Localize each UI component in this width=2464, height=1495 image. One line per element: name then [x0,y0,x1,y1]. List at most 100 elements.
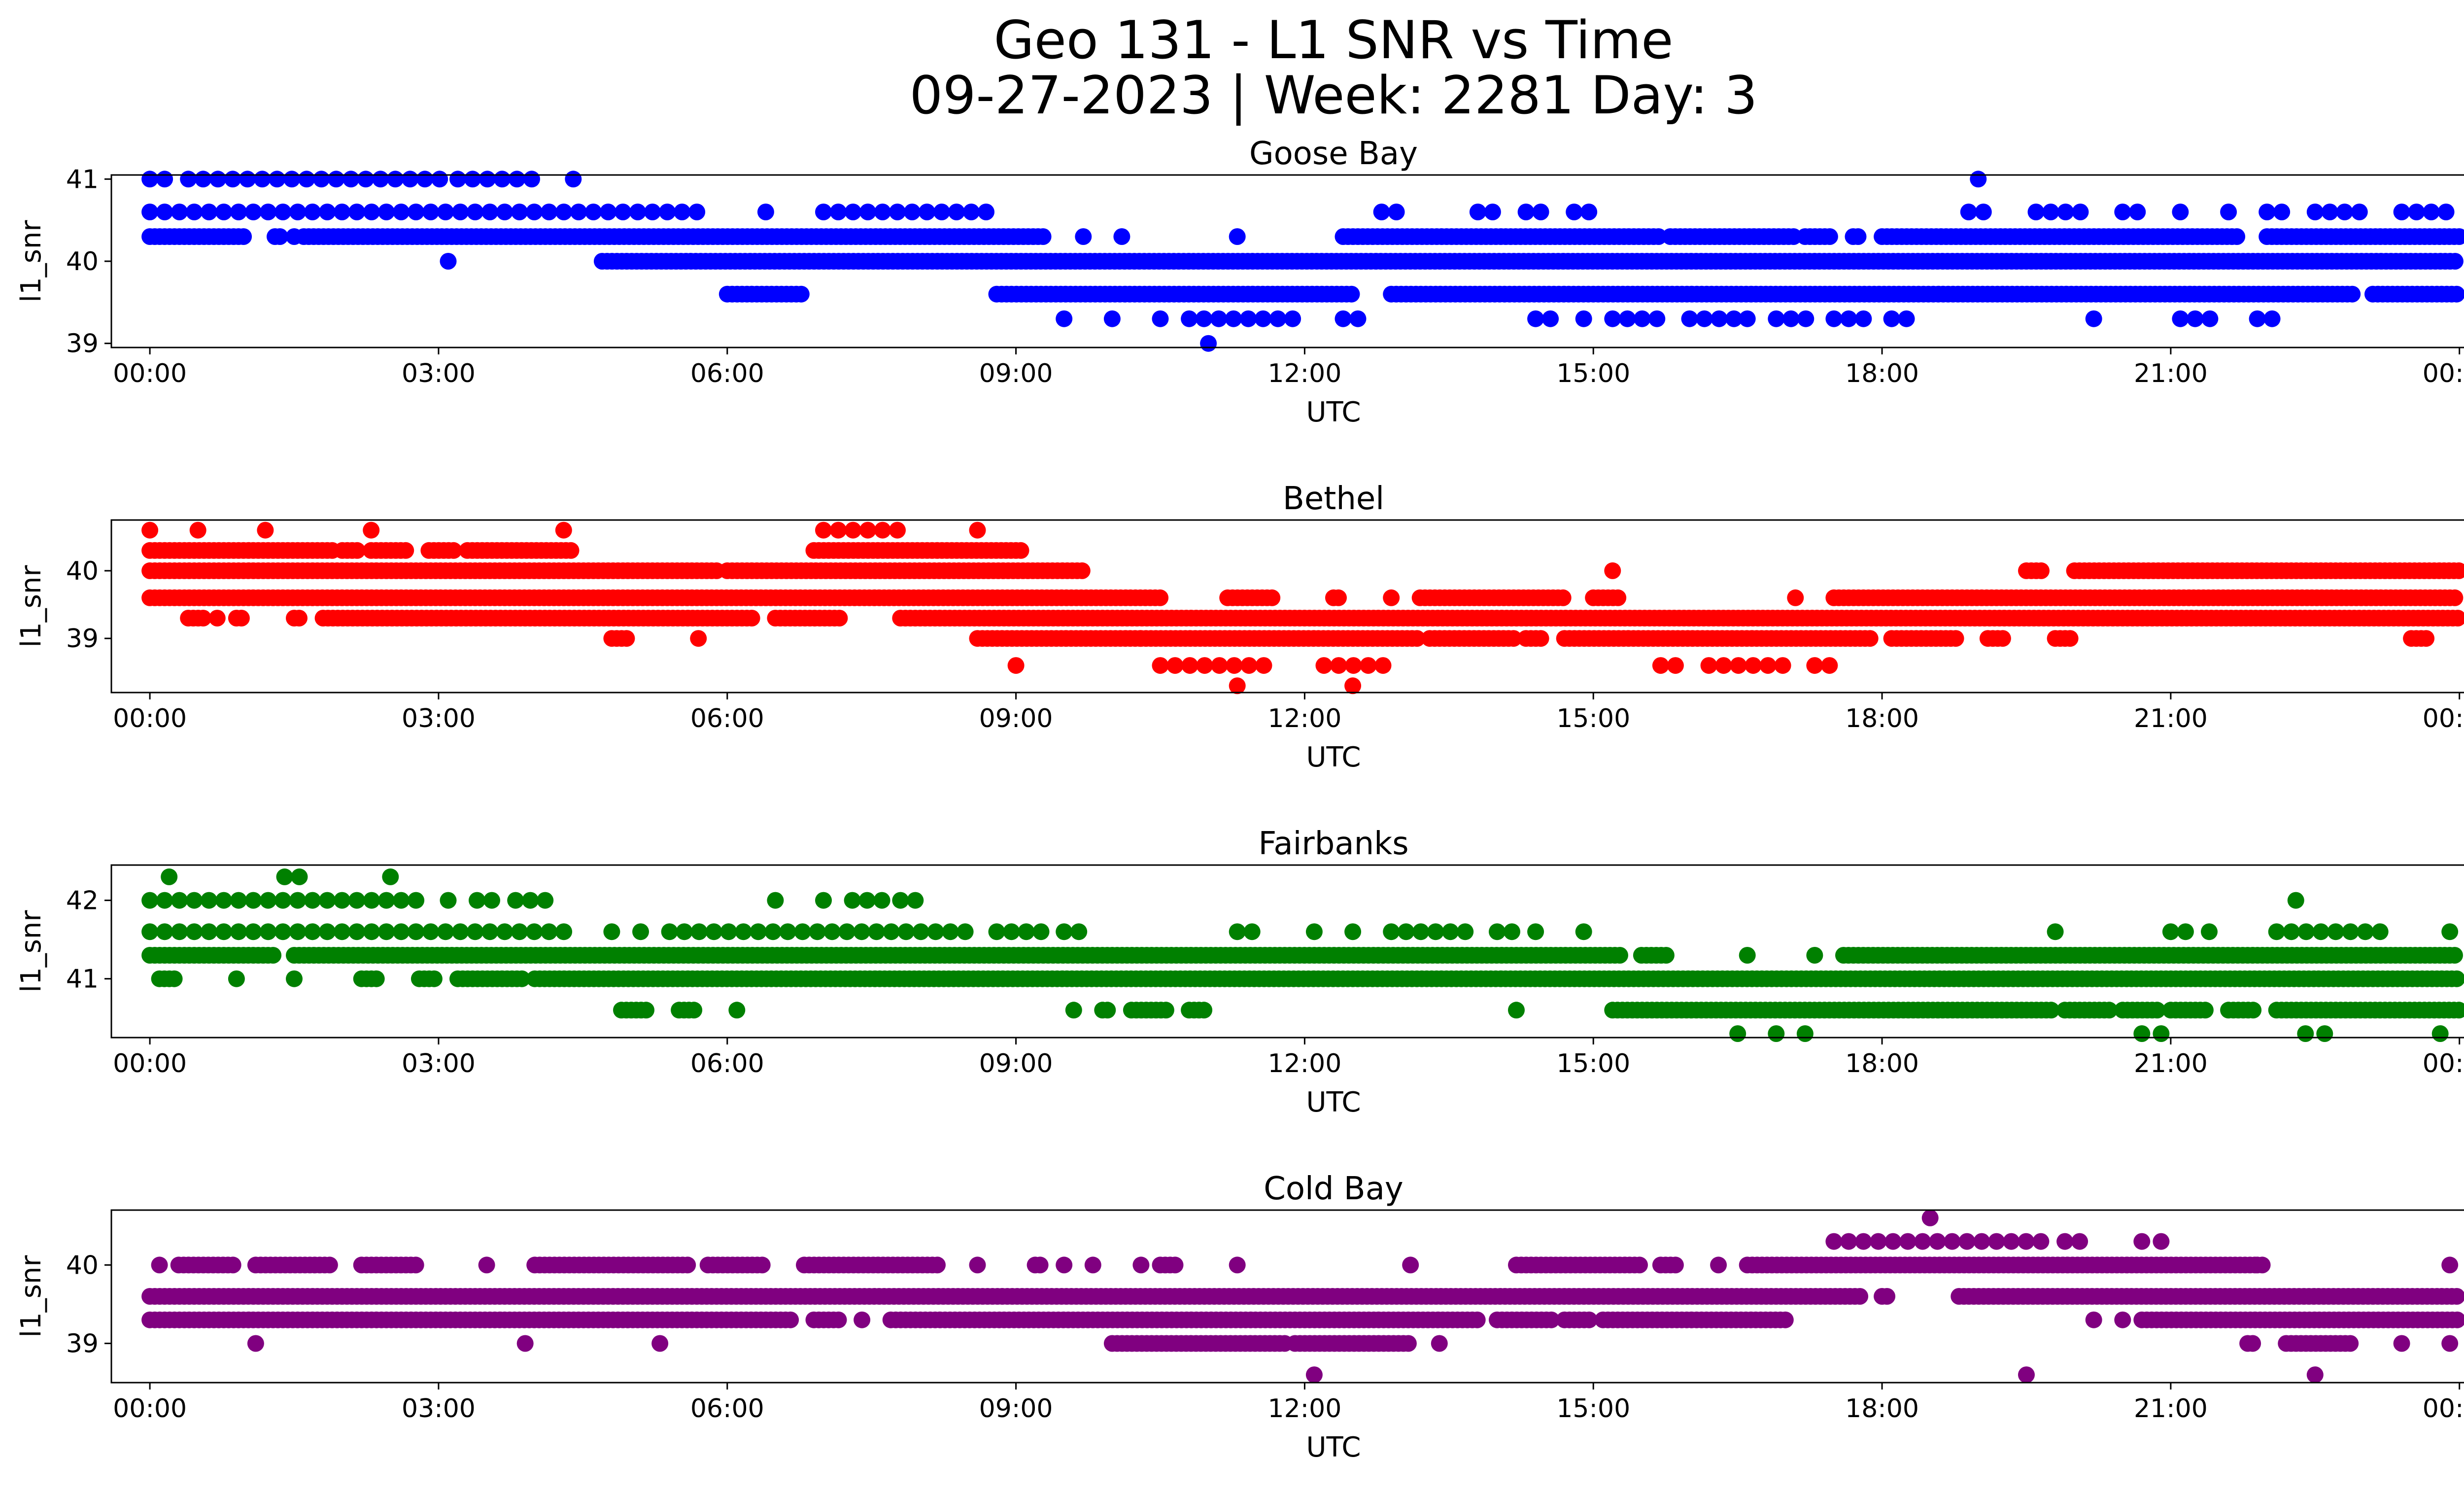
data-point [555,522,572,539]
data-point [2431,1025,2449,1042]
data-point [1330,589,1347,606]
x-tick-label: 00:00 [2423,359,2464,388]
data-point [1988,1233,2005,1250]
data-point [823,923,841,940]
data-point [2133,1025,2151,1042]
data-point [1840,1233,1857,1250]
data-point [2441,923,2459,940]
data-point [1229,228,1246,245]
data-point [382,868,399,885]
data-point [260,923,277,940]
data-point [1532,630,1549,647]
data-point [452,204,469,220]
data-point [1768,1025,1785,1042]
data-point [1427,923,1444,940]
x-tick-label: 03:00 [402,1049,476,1078]
data-point [257,522,274,539]
data-point [1113,228,1130,245]
data-point [393,204,410,220]
data-point [868,923,885,940]
data-point [467,923,484,940]
data-point [1305,923,1323,940]
data-point [854,1311,871,1328]
y-axis-label: l1_snr [15,910,47,993]
data-point [166,970,183,987]
data-point [2437,204,2455,220]
data-point [274,204,292,220]
data-point [1210,310,1228,327]
data-point [1457,923,1474,940]
data-point [1821,657,1838,674]
data-point [1034,228,1052,245]
data-point [1739,947,1756,964]
data-point [1099,1002,1116,1019]
data-point [743,610,760,626]
data-point [348,204,366,220]
data-point [957,923,974,940]
x-tick-label: 21:00 [2134,359,2208,388]
data-point [348,542,366,559]
data-point [1229,1256,1246,1274]
data-point [1345,657,1362,674]
data-point [230,204,247,220]
data-point [750,923,767,940]
data-point [239,171,256,188]
data-point [445,542,462,559]
data-point [156,171,173,188]
data-point [507,892,524,909]
data-point [1796,1025,1814,1042]
data-point [452,923,469,940]
data-point [883,923,900,940]
data-point [629,204,647,220]
data-point [1884,1233,1902,1250]
data-point [1652,657,1669,674]
data-point [1914,1233,1931,1250]
data-point [1344,923,1362,940]
data-point [2187,310,2204,327]
data-point [2316,1025,2333,1042]
data-point [1408,630,1426,647]
x-tick-label: 12:00 [1267,359,1341,388]
data-point [422,923,440,940]
x-axis-label: UTC [1306,396,1361,428]
data-point [171,892,188,909]
data-point [260,892,277,909]
data-point [1442,923,1459,940]
x-tick-label: 15:00 [1556,359,1630,388]
data-point [378,204,395,220]
data-point [1739,310,1756,327]
data-point [186,204,203,220]
data-point [1508,1002,1525,1019]
y-axis-label: l1_snr [15,220,47,303]
data-point [815,204,832,220]
data-point [2450,562,2464,579]
data-point [2228,228,2246,245]
figure-title-line2: 09-27-2023 | Week: 2281 Day: 3 [910,65,1758,126]
data-point [195,171,212,188]
data-point [2342,923,2359,940]
data-point [1012,542,1029,559]
data-point [1730,657,1747,674]
data-point [245,923,262,940]
data-point [1532,204,1549,220]
series-points [141,171,2464,352]
data-point [334,923,351,940]
data-point [969,522,986,539]
data-point [1958,1233,1976,1250]
data-point [988,923,1005,940]
data-point [235,228,252,245]
data-point [2297,923,2315,940]
data-point [372,171,389,188]
data-point [1402,1256,1419,1274]
data-point [1542,310,1559,327]
data-point [2177,923,2194,940]
data-point [874,522,891,539]
data-point [1604,310,1621,327]
data-point [141,171,159,188]
data-point [1782,310,1800,327]
data-point [969,1256,986,1274]
data-point [764,923,782,940]
data-point [283,171,301,188]
data-point [1849,228,1867,245]
data-point [638,1002,654,1019]
